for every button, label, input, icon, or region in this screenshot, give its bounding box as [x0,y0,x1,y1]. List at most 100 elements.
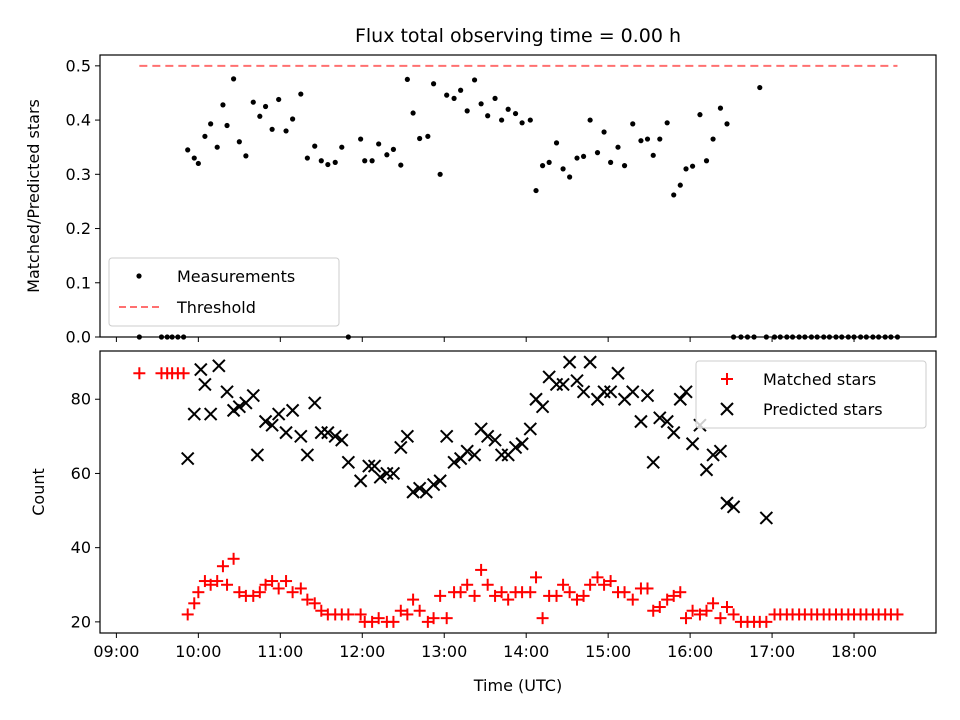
predicted-star-point [335,433,349,447]
top-x-ticks [115,337,855,342]
measurement-point [710,136,716,142]
top-y-ticks: 0.0 0.1 0.2 0.3 0.4 0.5 [66,56,100,347]
y-tick-label: 0.5 [66,56,91,75]
matched-star-point [227,552,240,565]
y-tick-label: 0.1 [66,273,91,292]
matched-star-point [686,604,699,617]
matched-star-point [354,608,367,621]
predicted-star-point [426,477,441,492]
measurement-point [519,120,525,126]
legend-measurements-label: Measurements [177,267,295,286]
predicted-star-point [494,448,509,462]
predicted-star-point [373,470,388,484]
predicted-star-point [706,448,720,462]
top-legend: Measurements Threshold [108,257,340,327]
matched-star-point [247,589,260,602]
matched-star-point [721,601,733,614]
bottom-plot-frame [99,350,937,634]
measurement-point [567,174,573,180]
measurement-point [492,95,498,101]
predicted-star-point [713,444,728,458]
measurement-point [404,76,410,83]
predicted-star-point [603,385,618,399]
measurement-point [757,84,763,91]
matched-star-point [468,589,481,602]
y-tick-label: 0.3 [66,165,91,184]
x-tick-label: 13:00 [421,642,467,661]
predicted-star-point [597,385,611,399]
predicted-star-point [294,429,308,444]
predicted-star-point [439,429,454,444]
legend-predicted-marker [720,402,734,416]
predicted-star-point [460,444,474,458]
matched-star-point [372,612,385,625]
predicted-star-point [480,429,495,444]
measurement-point [677,182,683,188]
predicted-star-point [523,422,538,436]
measurement-point [195,160,201,167]
measurement-point [608,159,614,165]
measurement-point [478,101,484,107]
measurement-point [185,147,191,153]
y-tick-label: 0.0 [66,328,91,347]
matched-star-point [221,578,234,591]
matched-star-point [342,608,355,621]
measurement-point [276,96,282,103]
matched-star-point [727,608,740,621]
measurement-point [594,150,601,156]
top-y-axis-label: Matched/Predicted stars [24,99,43,293]
predicted-star-point [362,459,376,473]
measurement-point [262,103,269,110]
x-tick-label: 15:00 [585,642,631,661]
measurement-point [191,155,197,161]
measurement-point [339,144,345,150]
matched-star-point [259,578,272,591]
matched-star-point [584,578,597,591]
predicted-star-point [685,437,700,451]
x-tick-label: 10:00 [175,642,221,661]
predicted-star-point [271,407,286,421]
matched-star-point [693,608,706,621]
measurement-point [230,76,237,82]
measurement-point [546,159,552,165]
measurement-point [689,163,696,169]
measurement-point [358,136,364,142]
matched-star-point [714,612,727,625]
predicted-star-point [353,474,368,488]
matched-star-point [272,582,285,595]
predicted-star-point [180,451,195,466]
matched-star-point [524,586,537,599]
measurement-point [390,146,397,152]
legend-predicted-label: Predicted stars [763,400,883,419]
measurement-point [574,155,580,161]
predicted-star-point [488,433,502,447]
legend-threshold-label: Threshold [176,298,256,317]
predicted-star-point [314,425,329,440]
measurement-point [499,117,505,123]
x-tick-label: 18:00 [831,642,877,661]
measurement-point [398,162,404,168]
matched-star-point [550,589,563,602]
predicted-star-point [232,399,247,414]
measurement-point [464,108,470,114]
measurement-point [657,136,663,142]
predicted-star-point [726,500,741,514]
matched-star-point [760,615,773,628]
matched-star-point [440,612,453,625]
predicted-star-point [212,359,226,373]
matched-star-point [495,586,508,599]
predicted-star-point [258,414,273,429]
y-tick-label: 0.4 [66,111,91,130]
measurement-point [410,110,416,116]
matched-star-point [591,571,604,584]
predicted-star-point [720,496,734,510]
y-tick-label: 20 [71,612,91,631]
measurement-point [560,166,566,172]
matched-star-point [315,604,328,617]
predicted-star-point [759,511,774,525]
predicted-star-point [246,388,260,403]
predicted-star-point [279,425,293,440]
matched-star-point [626,593,639,606]
predicted-star-point [467,448,482,462]
